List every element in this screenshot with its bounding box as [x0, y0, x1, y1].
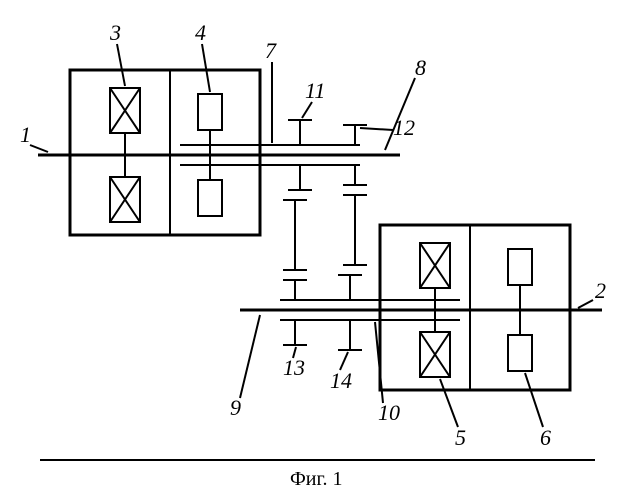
label-5: 5 — [455, 425, 466, 450]
label-11: 11 — [305, 78, 325, 103]
label-10: 10 — [378, 400, 400, 425]
schematic-figure: 1 2 3 4 5 6 7 8 9 10 11 12 13 14 Фиг. 1 — [0, 0, 635, 500]
label-1: 1 — [20, 122, 31, 147]
lower-unit — [380, 225, 570, 390]
label-9: 9 — [230, 395, 241, 420]
upper-unit — [70, 70, 260, 235]
label-14: 14 — [330, 368, 352, 393]
label-4: 4 — [195, 20, 206, 45]
mesh-pair — [283, 195, 367, 270]
label-3: 3 — [109, 20, 121, 45]
label-6: 6 — [540, 425, 551, 450]
label-8: 8 — [415, 55, 426, 80]
label-13: 13 — [283, 355, 305, 380]
label-7: 7 — [265, 38, 277, 63]
figure-caption: Фиг. 1 — [290, 468, 342, 490]
label-2: 2 — [595, 278, 606, 303]
label-12: 12 — [393, 115, 415, 140]
gear-13 — [283, 280, 307, 345]
gear-14 — [338, 275, 362, 350]
